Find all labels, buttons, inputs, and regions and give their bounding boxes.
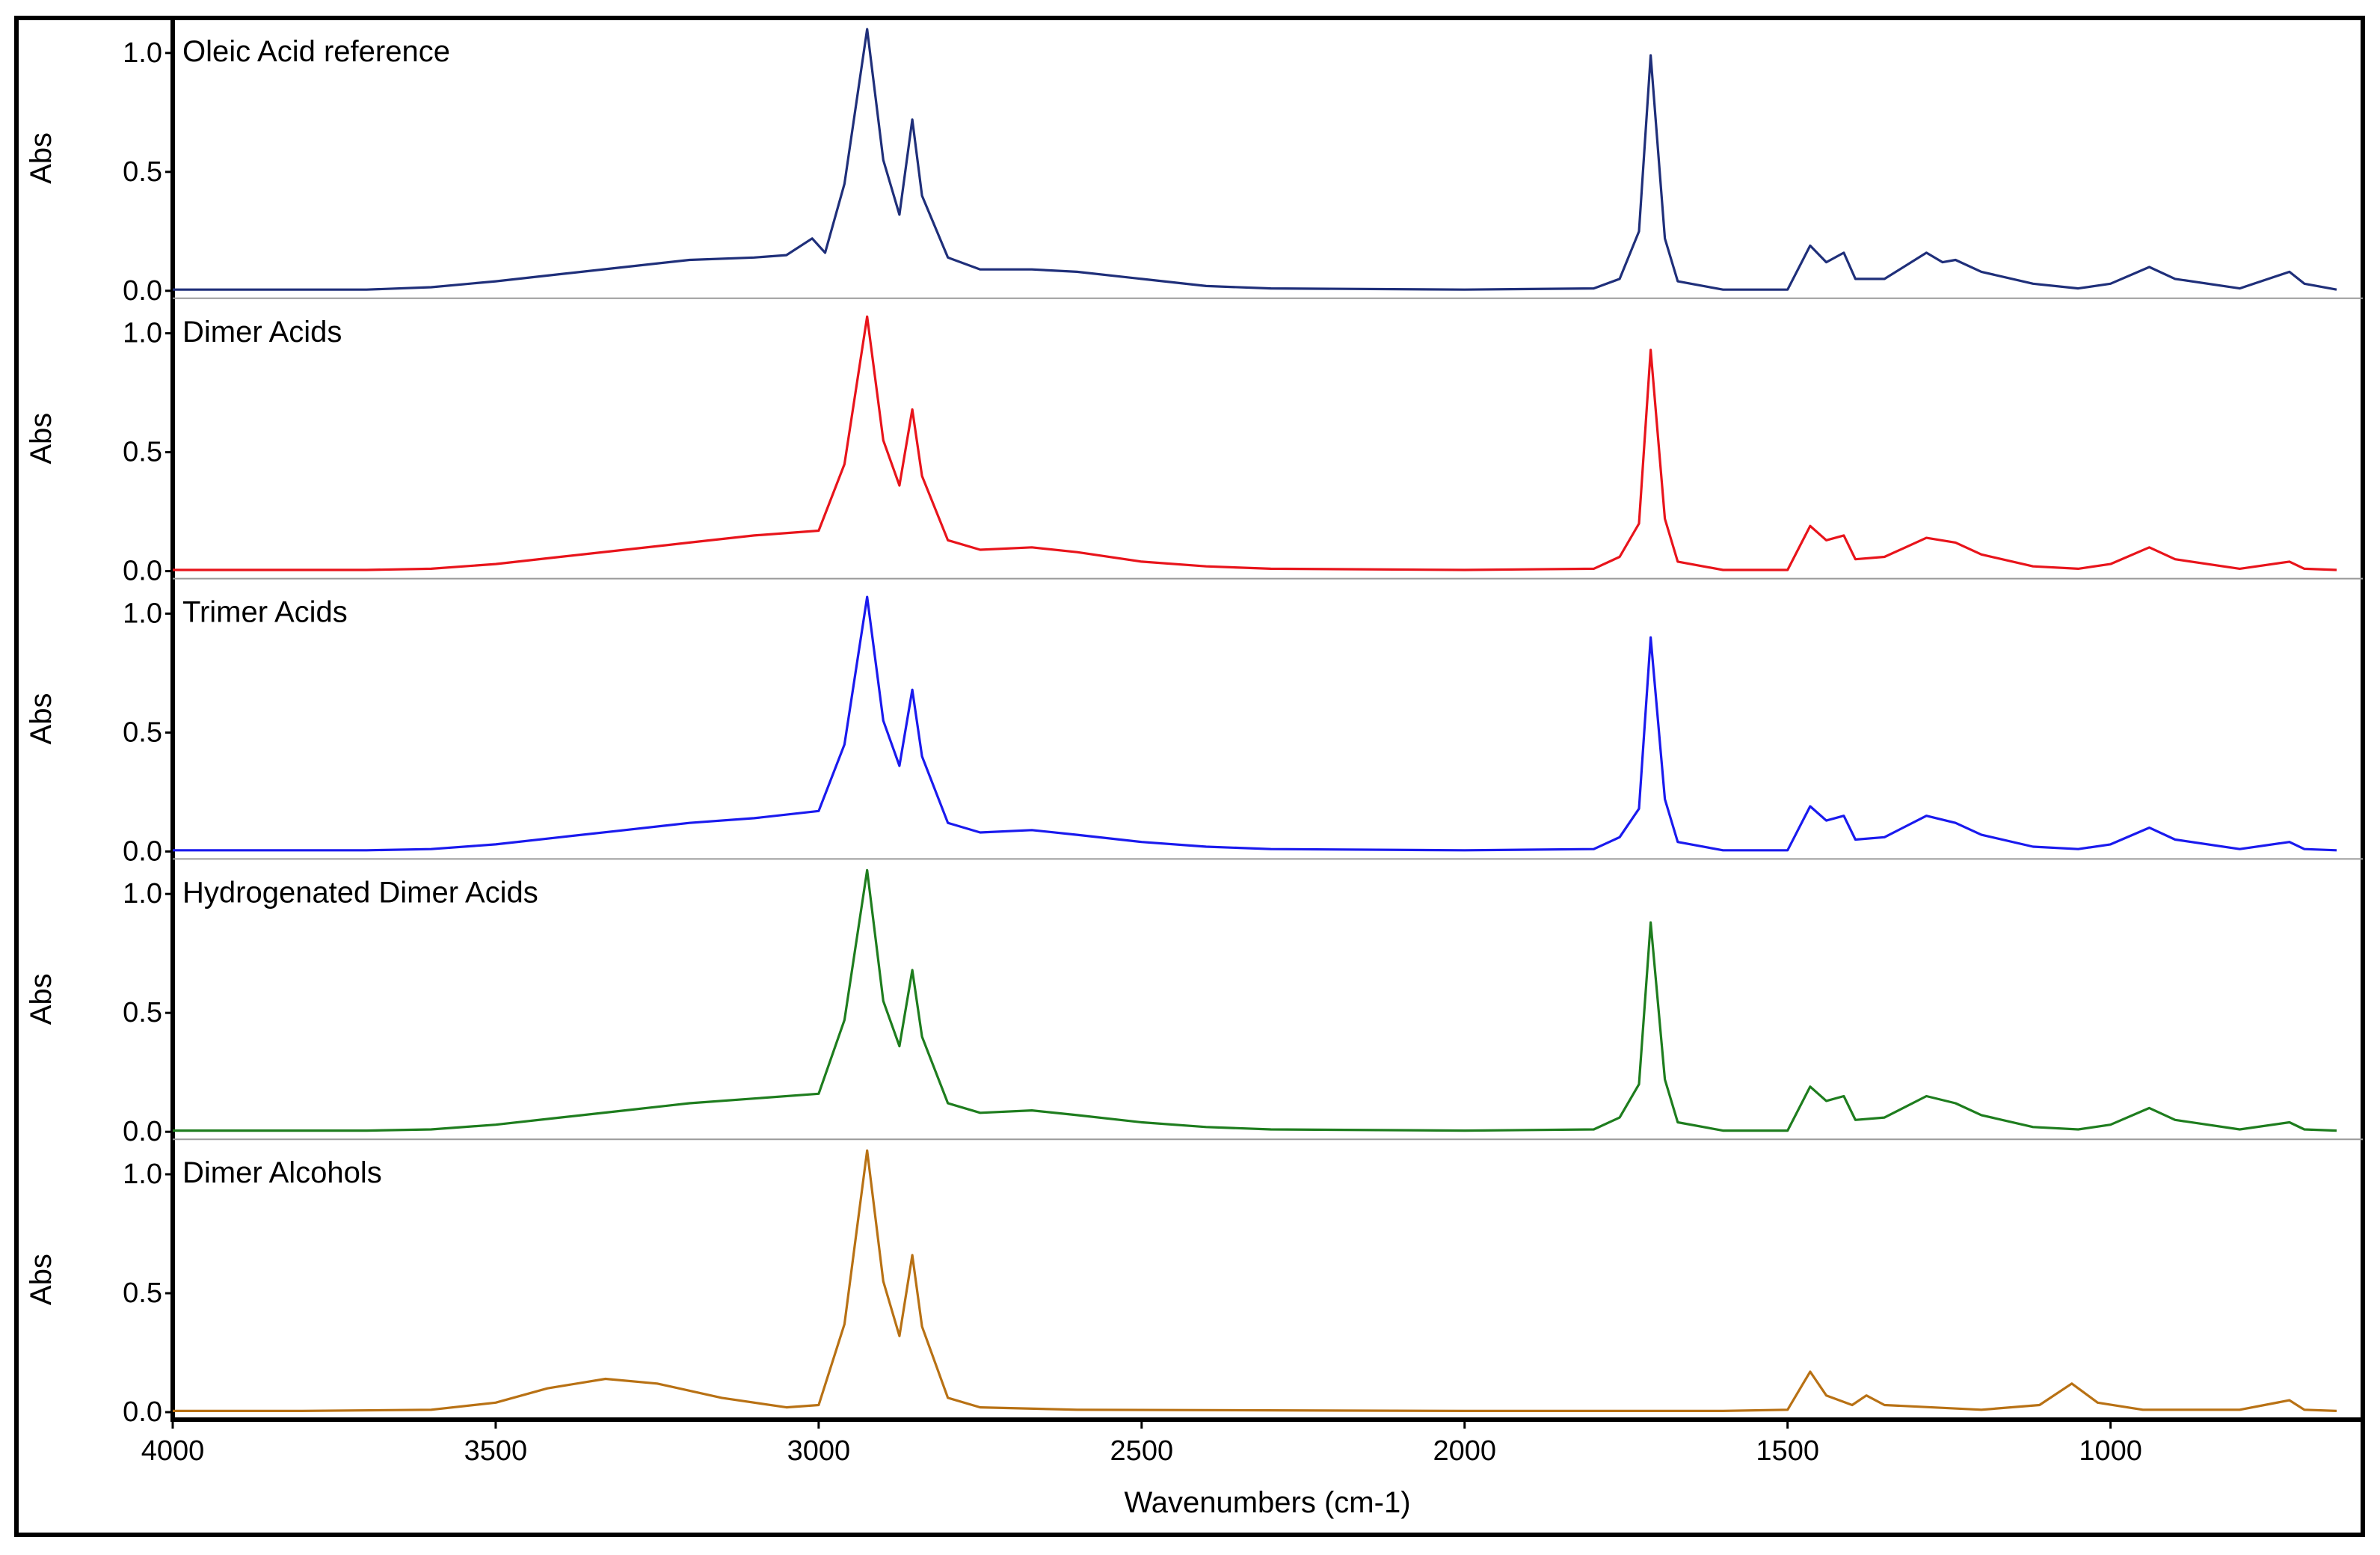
panel-label: Hydrogenated Dimer Acids — [182, 876, 538, 909]
y-axis-title: Abs — [25, 132, 58, 184]
spectrum-line-5 — [173, 1149, 2337, 1412]
spectrum-line-1 — [173, 28, 2337, 291]
x-tick-label: 4000 — [141, 1435, 205, 1467]
y-tick-label: 0.0 — [123, 1396, 162, 1428]
x-tick-label: 1000 — [2079, 1435, 2142, 1467]
panel-label: Dimer Alcohols — [182, 1156, 382, 1189]
y-tick-label: 1.0 — [123, 1159, 162, 1190]
y-tick-label: 0.0 — [123, 835, 162, 867]
panels: 0.0 0.5 1.0 Abs Oleic Acid reference 0.0 0.5 1.… — [25, 28, 2363, 1428]
y-tick-label: 1.0 — [123, 598, 162, 629]
x-tick-label: 2500 — [1110, 1435, 1174, 1467]
y-axis-title: Abs — [25, 1254, 58, 1305]
x-axis: 4000 3500 3000 2500 2000 1500 1000 — [141, 1420, 2142, 1467]
panel-5: 0.0 0.5 1.0 Abs Dimer Alcohols — [25, 1138, 2363, 1428]
spectrum-line-4 — [173, 868, 2337, 1132]
panel-label: Trimer Acids — [182, 596, 348, 629]
x-tick-label: 3000 — [787, 1435, 851, 1467]
y-tick-label: 0.5 — [123, 156, 162, 188]
panel-4: 0.0 0.5 1.0 Abs Hydrogenated Dimer Acids — [25, 858, 2363, 1147]
y-tick-label: 1.0 — [123, 37, 162, 69]
y-tick-label: 0.5 — [123, 717, 162, 748]
panel-label: Dimer Acids — [182, 316, 342, 349]
y-axis-title: Abs — [25, 973, 58, 1025]
x-axis-title: Wavenumbers (cm-1) — [1124, 1486, 1410, 1519]
y-tick-label: 0.5 — [123, 437, 162, 468]
y-tick-label: 0.0 — [123, 1116, 162, 1147]
y-axis-title: Abs — [25, 413, 58, 464]
spectrum-line-3 — [173, 595, 2337, 852]
y-tick-label: 0.0 — [123, 556, 162, 587]
y-tick-label: 0.5 — [123, 997, 162, 1028]
panel-1: 0.0 0.5 1.0 Abs Oleic Acid reference — [25, 28, 2337, 307]
y-tick-label: 1.0 — [123, 878, 162, 910]
y-tick-label: 1.0 — [123, 318, 162, 349]
spectrum-line-2 — [173, 315, 2337, 571]
x-tick-label: 2000 — [1433, 1435, 1496, 1467]
y-tick-label: 0.5 — [123, 1278, 162, 1309]
panel-label: Oleic Acid reference — [182, 35, 450, 68]
x-tick-label: 3500 — [464, 1435, 528, 1467]
plot-area-frame — [170, 16, 2365, 1422]
panel-3: 0.0 0.5 1.0 Abs Trimer Acids — [25, 577, 2363, 867]
y-axis-title: Abs — [25, 693, 58, 745]
panel-2: 0.0 0.5 1.0 Abs Dimer Acids — [25, 297, 2363, 587]
y-tick-label: 0.0 — [123, 275, 162, 307]
x-tick-label: 1500 — [1756, 1435, 1819, 1467]
outer-frame — [14, 16, 2365, 1537]
